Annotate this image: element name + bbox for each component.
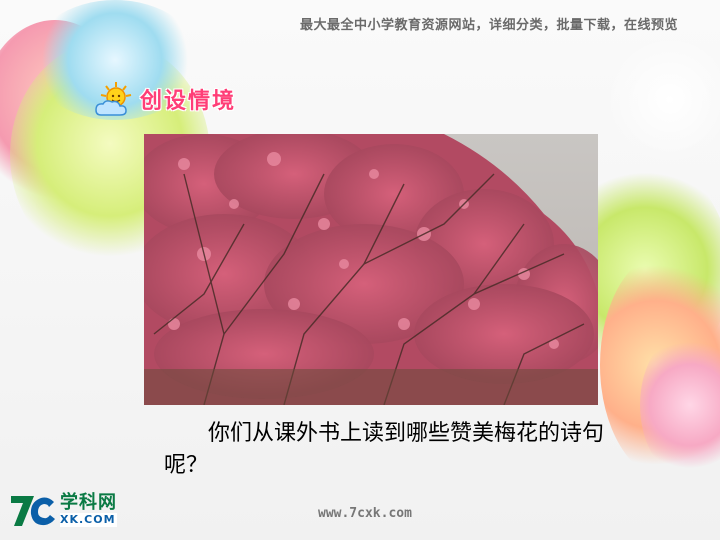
- decor-rose-blob: [640, 330, 720, 480]
- plum-blossom-photo: [144, 134, 598, 405]
- logo-en-text: XK.COM: [60, 513, 117, 527]
- sun-cloud-icon: [95, 82, 132, 116]
- section-title: 创设情境: [140, 89, 237, 114]
- xkw-logo: 学科网 XK.COM: [8, 488, 140, 532]
- section-heading: 创设情境: [92, 80, 236, 118]
- decor-white-blob: [600, 40, 720, 160]
- logo-7c-mark: [11, 496, 55, 526]
- site-header-text: 最大最全中小学教育资源网站，详细分类，批量下载，在线预览: [299, 18, 678, 33]
- logo-text: 学科网 XK.COM: [60, 493, 117, 527]
- logo-cn-text: 学科网: [60, 492, 117, 513]
- footer-url: www.7cxk.com: [318, 506, 412, 521]
- question-text: 你们从课外书上读到哪些赞美梅花的诗句呢？: [164, 421, 605, 478]
